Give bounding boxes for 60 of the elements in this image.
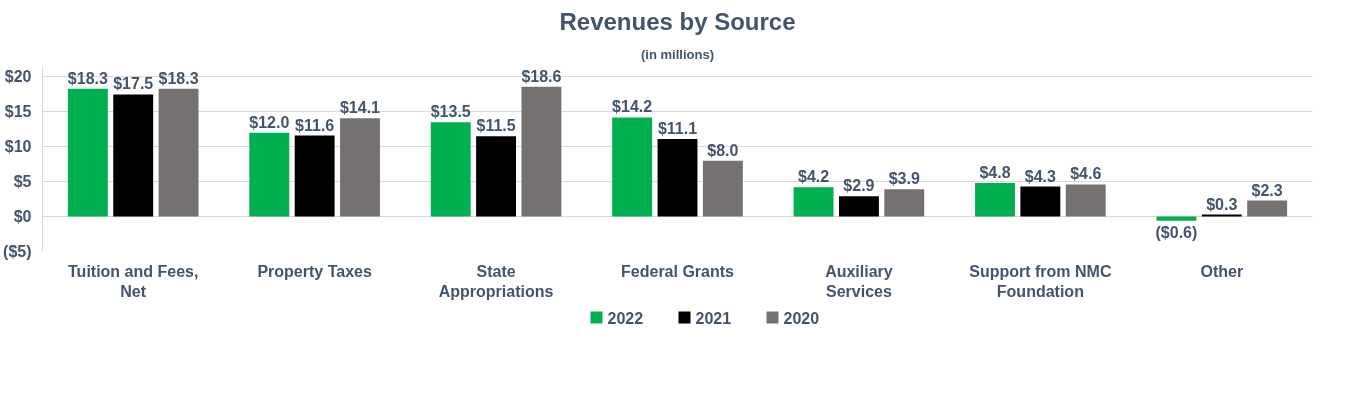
legend-label: 2020 [783, 309, 820, 327]
y-tick-label: $0 [13, 208, 32, 226]
y-tick-label: ($5) [3, 243, 32, 260]
bar [838, 196, 879, 217]
bar [249, 132, 290, 217]
legend-label: 2022 [607, 309, 644, 327]
bar [975, 183, 1015, 217]
x-tick-label: State Appropriations [438, 262, 554, 300]
y-tick-label: $5 [13, 173, 32, 191]
bar [1247, 200, 1288, 217]
bar [657, 139, 698, 217]
x-tick-label: Support from NMC Foundation [969, 262, 1112, 300]
bar [612, 117, 653, 217]
data-label: $18.3 [67, 69, 108, 87]
bar [884, 189, 925, 217]
data-label: $18.6 [521, 67, 562, 85]
data-label: $4.3 [1024, 167, 1057, 185]
data-label: $12.0 [249, 113, 290, 131]
data-label: $11.5 [476, 117, 516, 135]
data-label: $0.3 [1206, 195, 1238, 213]
bar [521, 86, 562, 217]
x-tick-label: Other [1200, 262, 1244, 280]
bar [158, 88, 199, 217]
chart-title: Revenues by Source [559, 7, 796, 35]
bar [430, 122, 471, 217]
bar [113, 94, 154, 217]
data-label: $4.2 [798, 168, 830, 186]
bar [67, 88, 108, 217]
data-label: ($0.6) [1155, 223, 1198, 241]
legend-label: 2021 [695, 309, 732, 327]
x-tick-label: Tuition and Fees, Net [68, 262, 199, 300]
data-label: $4.8 [979, 164, 1011, 182]
data-label: $2.9 [843, 177, 875, 195]
data-label: $2.3 [1251, 181, 1283, 199]
data-label: $11.6 [295, 116, 335, 134]
data-label: $8.0 [707, 141, 739, 159]
data-label: $13.5 [430, 103, 471, 121]
data-label: $11.1 [657, 120, 698, 138]
bar [1065, 184, 1106, 217]
bar [702, 160, 743, 217]
bar [1020, 186, 1061, 217]
data-label: $14.2 [612, 98, 653, 116]
x-tick-label: Federal Grants [621, 262, 735, 280]
bar [294, 135, 335, 217]
data-label: $17.5 [113, 75, 154, 93]
y-tick-label: $20 [4, 68, 32, 86]
y-tick-label: $10 [4, 138, 32, 156]
data-label: $3.9 [888, 170, 920, 188]
bar [1201, 214, 1242, 217]
bar [340, 118, 380, 217]
data-label: $14.1 [339, 99, 381, 117]
bar [1156, 216, 1197, 221]
y-tick-label: $15 [4, 103, 32, 121]
data-label: $18.3 [158, 69, 199, 87]
chart-subtitle: (in millions) [641, 46, 714, 62]
bar [476, 136, 517, 217]
bar [793, 187, 834, 217]
x-tick-label: Property Taxes [257, 262, 372, 280]
data-label: $4.6 [1070, 165, 1102, 183]
x-tick-label: Auxiliary Services [825, 262, 893, 300]
